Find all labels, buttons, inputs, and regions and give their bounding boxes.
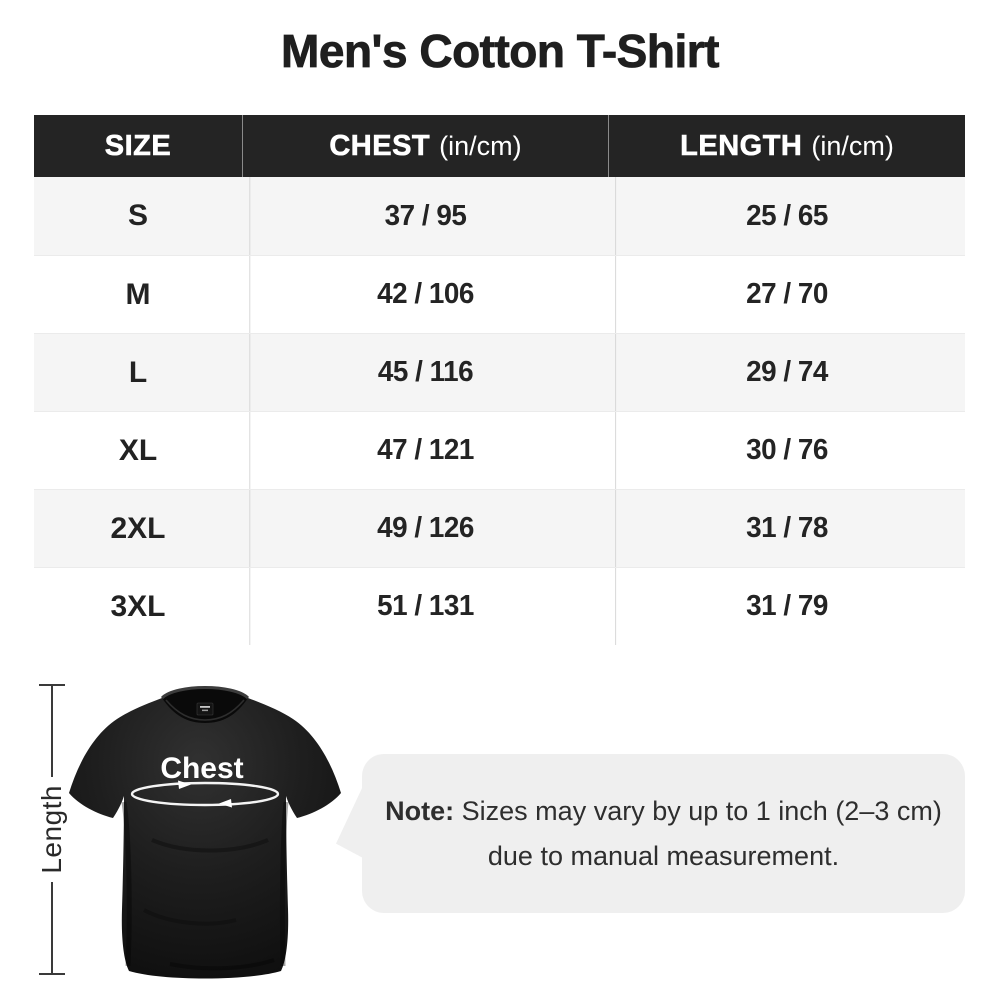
chest-cell: 37 / 95: [249, 177, 600, 255]
length-measure-line: Length: [36, 684, 68, 976]
measure-cap-top: [39, 684, 65, 686]
measure-line-upper: [51, 686, 53, 778]
header-chest-unit: (in/cm): [439, 130, 522, 161]
table-row: 2XL 49 / 126 31 / 78: [34, 489, 965, 567]
length-cell: 30 / 76: [615, 412, 958, 489]
collar-seam: [165, 699, 245, 721]
size-cell: L: [128, 355, 148, 389]
header-cell-chest: CHEST (in/cm): [242, 115, 608, 177]
size-cell: 2XL: [110, 511, 166, 545]
page-title: Men's Cotton T-Shirt: [281, 25, 720, 78]
arrowhead-left-icon: [219, 799, 232, 808]
table-row: L 45 / 116 29 / 74: [34, 333, 965, 411]
table-row: M 42 / 106 27 / 70: [34, 255, 965, 333]
measure-line-lower: [51, 881, 53, 974]
length-cell: 29 / 74: [615, 334, 958, 411]
note-line-1: Note: Sizes may vary by up to 1 inch (2–…: [385, 796, 942, 827]
collar-label: [196, 702, 214, 716]
header-length-unit: (in/cm): [811, 130, 894, 161]
tshirt-svg: Chest: [69, 686, 341, 979]
header-cell-length: LENGTH (in/cm): [608, 115, 965, 177]
header-size-label: SIZE: [104, 129, 172, 162]
chest-label: Chest: [160, 752, 243, 785]
side-shadow: [279, 801, 289, 967]
size-cell: XL: [118, 433, 158, 467]
table-row: 3XL 51 / 131 31 / 79: [34, 567, 965, 645]
chest-cell: 47 / 121: [249, 412, 600, 489]
tshirt-body: [69, 687, 341, 979]
size-cell: S: [127, 199, 148, 232]
size-cell: 3XL: [110, 589, 166, 623]
arrowhead-right-icon: [178, 780, 191, 789]
table-row: XL 47 / 121 30 / 76: [34, 411, 965, 489]
length-cell: 27 / 70: [615, 256, 958, 333]
header-length-label: LENGTH: [680, 129, 803, 162]
chest-cell: 51 / 131: [249, 568, 600, 645]
wrinkle-line: [143, 908, 237, 926]
wrinkle-line: [151, 838, 269, 853]
chest-cell: 45 / 116: [249, 334, 600, 411]
length-cell: 31 / 79: [615, 568, 958, 645]
header-cell-size: SIZE: [34, 115, 242, 177]
size-cell: M: [125, 277, 151, 311]
note-line-2: due to manual measurement.: [487, 840, 840, 871]
note-text-1: Sizes may vary by up to 1 inch (2–3 cm): [461, 795, 942, 826]
collar-rib: [160, 686, 250, 700]
table-row: S 37 / 95 25 / 65: [34, 177, 965, 255]
header-chest-label: CHEST: [329, 129, 431, 162]
tshirt-illustration: Chest: [60, 672, 360, 1000]
chest-cell: 49 / 126: [249, 490, 600, 567]
side-shadow: [121, 801, 132, 967]
table-header-row: SIZE CHEST (in/cm) LENGTH (in/cm): [34, 115, 965, 177]
length-cell: 25 / 65: [615, 177, 958, 255]
note-label: Note:: [385, 795, 455, 826]
chest-cell: 42 / 106: [249, 256, 600, 333]
measure-cap-bottom: [39, 973, 65, 976]
hem-line: [169, 958, 275, 971]
size-table: SIZE CHEST (in/cm) LENGTH (in/cm) S 37 /…: [34, 115, 965, 645]
note-bubble: Note: Sizes may vary by up to 1 inch (2–…: [336, 754, 965, 913]
chest-measure-ellipse: [130, 780, 280, 808]
length-cell: 31 / 78: [615, 490, 958, 567]
